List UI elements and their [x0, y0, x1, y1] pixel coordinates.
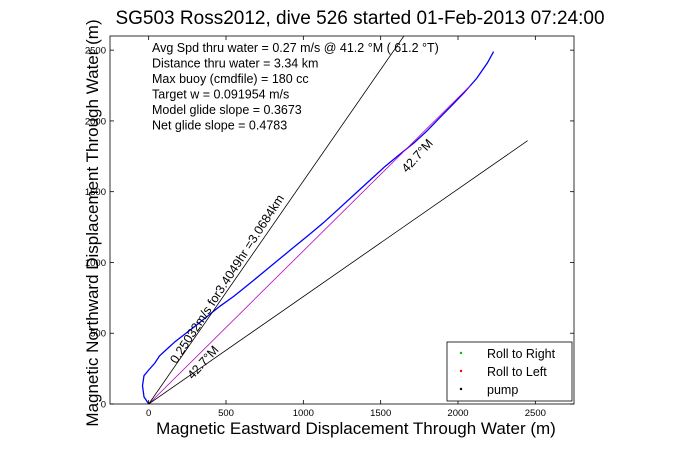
- series-line-2: [148, 36, 405, 404]
- y-tick-label: 0: [101, 400, 106, 411]
- y-tick-label: 1000: [85, 258, 106, 269]
- series-line-1: [148, 85, 471, 404]
- x-tick-label: 1500: [370, 408, 391, 419]
- x-tick-label: 2000: [447, 408, 468, 419]
- series-line-0: [141, 51, 495, 404]
- info-line: Model glide slope = 0.3673: [152, 103, 302, 117]
- info-line: Distance thru water = 3.34 km: [152, 57, 318, 71]
- legend-label: Roll to Right: [487, 347, 556, 361]
- info-box: Avg Spd thru water = 0.27 m/s @ 41.2 °M …: [152, 41, 439, 133]
- plot-annotation: 42.7°M: [399, 136, 436, 175]
- legend-marker: [459, 369, 463, 373]
- plot-frame: [109, 35, 575, 405]
- series-line-3: [148, 140, 528, 404]
- info-line: Avg Spd thru water = 0.27 m/s @ 41.2 °M …: [152, 41, 439, 55]
- y-tick-label: 2000: [85, 116, 106, 127]
- y-tick-label: 1500: [85, 187, 106, 198]
- legend-label: Roll to Left: [487, 365, 547, 379]
- legend-box: [446, 341, 573, 402]
- info-line: Max buoy (cmdfile) = 180 cc: [152, 72, 309, 86]
- x-tick-label: 500: [218, 408, 234, 419]
- info-line: Target w = 0.091954 m/s: [152, 88, 289, 102]
- legend: Roll to Right Roll to Left pump: [446, 341, 573, 402]
- y-tick-label: 2500: [85, 46, 106, 57]
- legend-label: pump: [487, 383, 518, 397]
- y-axis-label: Magnetic Northward Displacement Through …: [83, 19, 102, 426]
- plot-annotation: 0.25032m/s for3.4049hr =3.0684km: [167, 192, 287, 366]
- legend-marker: [459, 387, 463, 391]
- axis-ticks: 0 500 1000 1500 2000 2500 0 500 1000 1500 2000 2500: [85, 36, 574, 419]
- series-layer: [141, 36, 528, 404]
- legend-marker: [459, 351, 463, 355]
- info-line: Net glide slope = 0.4783: [152, 119, 287, 133]
- y-tick-label: 500: [90, 329, 106, 340]
- chart-title: SG503 Ross2012, dive 526 started 01-Feb-…: [115, 8, 604, 29]
- annotations: 0.25032m/s for3.4049hr =3.0684km42.7°M42…: [167, 136, 436, 382]
- x-tick-label: 1000: [293, 408, 314, 419]
- x-tick-label: 2500: [525, 408, 546, 419]
- x-tick-label: 0: [146, 408, 151, 419]
- x-axis-label: Magnetic Eastward Displacement Through W…: [156, 419, 556, 438]
